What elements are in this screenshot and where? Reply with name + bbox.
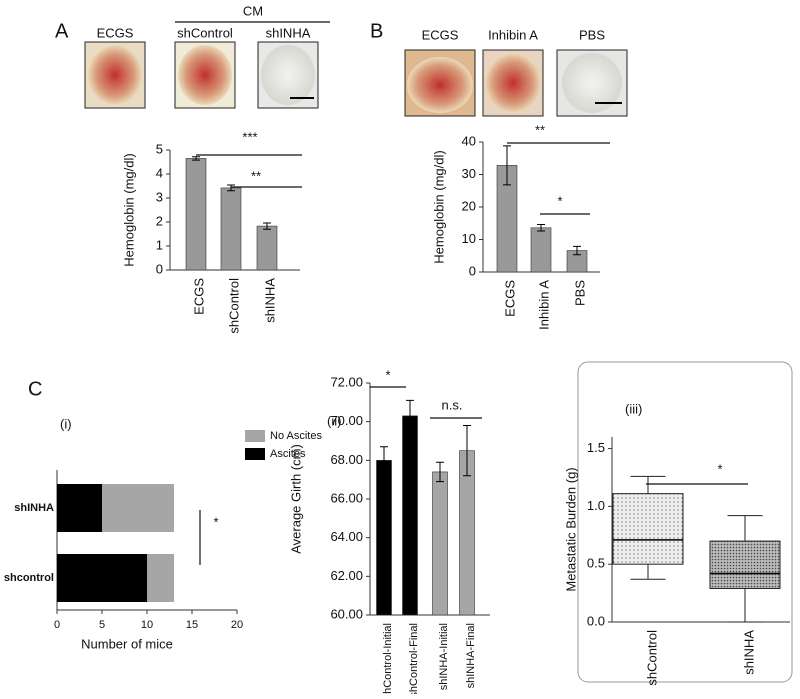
y-axis-label: Metastatic Burden (g) (563, 467, 578, 591)
y-tick-label: 1.0 (587, 498, 605, 513)
panel-sub: (i) (60, 416, 72, 431)
error-bar (503, 145, 511, 186)
x-tick-label: PBS (572, 280, 587, 306)
y-tick-label: 2 (156, 213, 163, 228)
error-bar (380, 446, 388, 475)
x-tick-label: shINHA (262, 278, 277, 323)
significance: n.s. (442, 397, 463, 412)
panel-letter: B (370, 20, 383, 42)
bar-segment (57, 554, 147, 602)
bar (402, 415, 418, 616)
bar (376, 460, 392, 616)
bar (432, 471, 448, 616)
y-tick-label: 66.00 (330, 490, 363, 505)
y-tick-label: 0.5 (587, 556, 605, 571)
x-tick-label: shControl (226, 278, 241, 334)
x-tick-label: shINHA-Initial (438, 623, 450, 690)
significance: * (385, 367, 390, 382)
image-label: ECGS (97, 25, 134, 40)
error-bar (436, 461, 444, 483)
x-tick-label: shControl-Final (408, 623, 420, 694)
y-tick-label: 10 (462, 231, 476, 246)
bar (256, 225, 278, 271)
x-tick-label: Inhibin A (536, 280, 551, 330)
x-tick-label: shControl (644, 630, 659, 686)
legend-label: Ascites (270, 448, 306, 460)
y-axis-label: Hemoglobin (mg/dl) (121, 153, 136, 266)
y-axis-label: Average Girth (cm) (288, 444, 303, 554)
box (709, 540, 781, 589)
y-tick-label: 0 (469, 263, 476, 278)
y-tick-label: 0 (156, 261, 163, 276)
y-tick-label: 3 (156, 189, 163, 204)
significance: * (213, 514, 218, 529)
x-tick-label: 15 (186, 619, 198, 631)
y-axis-label: Hemoglobin (mg/dl) (431, 150, 446, 263)
bar-segment (147, 554, 174, 602)
error-bar (537, 224, 545, 232)
panel-sub: (ii) (327, 413, 341, 428)
error-bar (573, 245, 581, 256)
x-tick-label: shINHA-Final (465, 623, 477, 688)
x-axis-label: Number of mice (81, 636, 173, 651)
legend-swatch (245, 430, 265, 442)
bar-segment (102, 484, 174, 532)
error-bar (263, 222, 271, 230)
y-tick-label: 68.00 (330, 452, 363, 467)
image-label: ECGS (422, 27, 459, 42)
y-tick-label: 40 (462, 133, 476, 148)
error-bar (463, 425, 471, 477)
image-label: Inhibin A (488, 27, 538, 42)
x-tick-label: ECGS (502, 280, 517, 317)
error-bar (406, 399, 414, 432)
y-tick-label: 20 (462, 198, 476, 213)
bar-segment (57, 484, 102, 532)
y-tick-label: 1 (156, 237, 163, 252)
x-tick-label: 0 (54, 619, 60, 631)
significance: ** (251, 168, 261, 183)
y-tick-label: shINHA (14, 502, 54, 514)
photos (84, 41, 628, 117)
y-tick-label: 64.00 (330, 529, 363, 544)
x-tick-label: shINHA (741, 630, 756, 675)
panel-frame (577, 361, 793, 683)
x-tick-label: 10 (141, 619, 153, 631)
x-tick-label: 5 (99, 619, 105, 631)
y-tick-label: 62.00 (330, 568, 363, 583)
significance: * (717, 461, 722, 476)
y-tick-label: 4 (156, 165, 163, 180)
legend-label: No Ascites (270, 430, 322, 442)
x-tick-label: shControl-Initial (382, 623, 394, 694)
panel-letter: C (28, 378, 42, 400)
significance: *** (242, 129, 257, 144)
error-bar (192, 156, 200, 161)
bar (185, 158, 207, 271)
y-tick-label: 1.5 (587, 440, 605, 455)
y-tick-label: 60.00 (330, 606, 363, 621)
image-label: shINHA (266, 25, 311, 40)
y-tick-label: 5 (156, 141, 163, 156)
y-tick-label: 70.00 (330, 413, 363, 428)
legend-swatch (245, 448, 265, 460)
x-tick-label: ECGS (191, 278, 206, 315)
y-tick-label: shcontrol (4, 572, 54, 584)
y-tick-label: 72.00 (330, 374, 363, 389)
y-tick-label: 0.0 (587, 613, 605, 628)
box (612, 493, 684, 565)
significance: ** (535, 122, 545, 137)
x-tick-label: 20 (231, 619, 243, 631)
y-tick-label: 30 (462, 166, 476, 181)
image-label: shControl (177, 25, 233, 40)
error-bar (227, 184, 235, 192)
panel-sub: (iii) (625, 401, 642, 416)
cm-label: CM (243, 3, 263, 18)
panel-letter: A (55, 20, 69, 42)
significance: * (557, 193, 562, 208)
bar (220, 187, 242, 271)
image-label: PBS (579, 27, 605, 42)
bar (530, 227, 552, 273)
